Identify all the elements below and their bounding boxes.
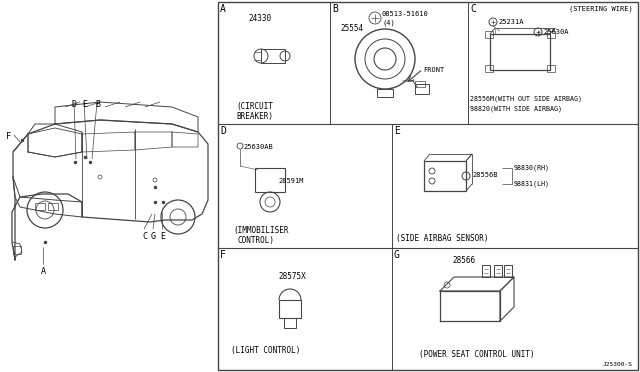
Bar <box>35 203 45 210</box>
Text: (4): (4) <box>382 19 395 26</box>
Text: G: G <box>151 232 156 241</box>
Text: D: D <box>220 126 226 136</box>
Text: J25300-S: J25300-S <box>603 362 633 367</box>
Text: 25231A: 25231A <box>498 19 524 25</box>
Text: 24330: 24330 <box>248 14 271 23</box>
Bar <box>547 65 555 72</box>
Text: E: E <box>82 100 87 109</box>
Bar <box>48 203 58 210</box>
Bar <box>490 34 550 70</box>
Text: E: E <box>160 232 165 241</box>
Text: G: G <box>394 250 400 260</box>
Text: (CIRCUIT: (CIRCUIT <box>236 102 273 111</box>
Text: F: F <box>6 132 11 141</box>
Text: 98831(LH): 98831(LH) <box>514 181 550 187</box>
Text: (POWER SEAT CONTROL UNIT): (POWER SEAT CONTROL UNIT) <box>419 350 535 359</box>
Text: 25554: 25554 <box>340 24 363 33</box>
Text: 98820(WITH SIDE AIRBAG): 98820(WITH SIDE AIRBAG) <box>470 106 562 112</box>
Text: FRONT: FRONT <box>423 67 444 73</box>
Bar <box>284 318 296 328</box>
Text: (SIDE AIRBAG SENSOR): (SIDE AIRBAG SENSOR) <box>396 234 488 243</box>
Bar <box>279 300 301 318</box>
Text: E: E <box>394 126 400 136</box>
Bar <box>547 31 555 38</box>
Text: A: A <box>40 267 45 276</box>
Text: 98830(RH): 98830(RH) <box>514 165 550 171</box>
Text: B: B <box>95 100 100 109</box>
Bar <box>261 49 285 63</box>
Text: 28556M(WITH OUT SIDE AIRBAG): 28556M(WITH OUT SIDE AIRBAG) <box>470 96 582 103</box>
Bar <box>415 84 429 94</box>
Text: C: C <box>142 232 147 241</box>
Text: B: B <box>332 4 338 14</box>
Text: (STEERING WIRE): (STEERING WIRE) <box>569 6 633 13</box>
Bar <box>415 81 425 87</box>
Text: (IMMOBILISER: (IMMOBILISER <box>233 226 289 235</box>
Text: D: D <box>72 100 77 109</box>
Text: (LIGHT CONTROL): (LIGHT CONTROL) <box>231 346 301 355</box>
Text: C: C <box>470 4 476 14</box>
Text: 28591M: 28591M <box>278 178 303 184</box>
Bar <box>485 31 493 38</box>
Text: 08513-51610: 08513-51610 <box>382 11 429 17</box>
Text: 28575X: 28575X <box>278 272 306 281</box>
Bar <box>13 246 21 254</box>
Text: 28566: 28566 <box>452 256 475 265</box>
Bar <box>218 2 638 370</box>
Text: 25630AB: 25630AB <box>243 144 273 150</box>
Text: 28556B: 28556B <box>472 172 497 178</box>
Text: 25630A: 25630A <box>543 29 568 35</box>
Bar <box>255 168 285 192</box>
Bar <box>485 65 493 72</box>
Text: CONTROL): CONTROL) <box>238 236 275 245</box>
Text: A: A <box>220 4 226 14</box>
Text: F: F <box>220 250 226 260</box>
Bar <box>377 89 393 97</box>
Bar <box>424 161 466 191</box>
Text: BREAKER): BREAKER) <box>236 112 273 121</box>
